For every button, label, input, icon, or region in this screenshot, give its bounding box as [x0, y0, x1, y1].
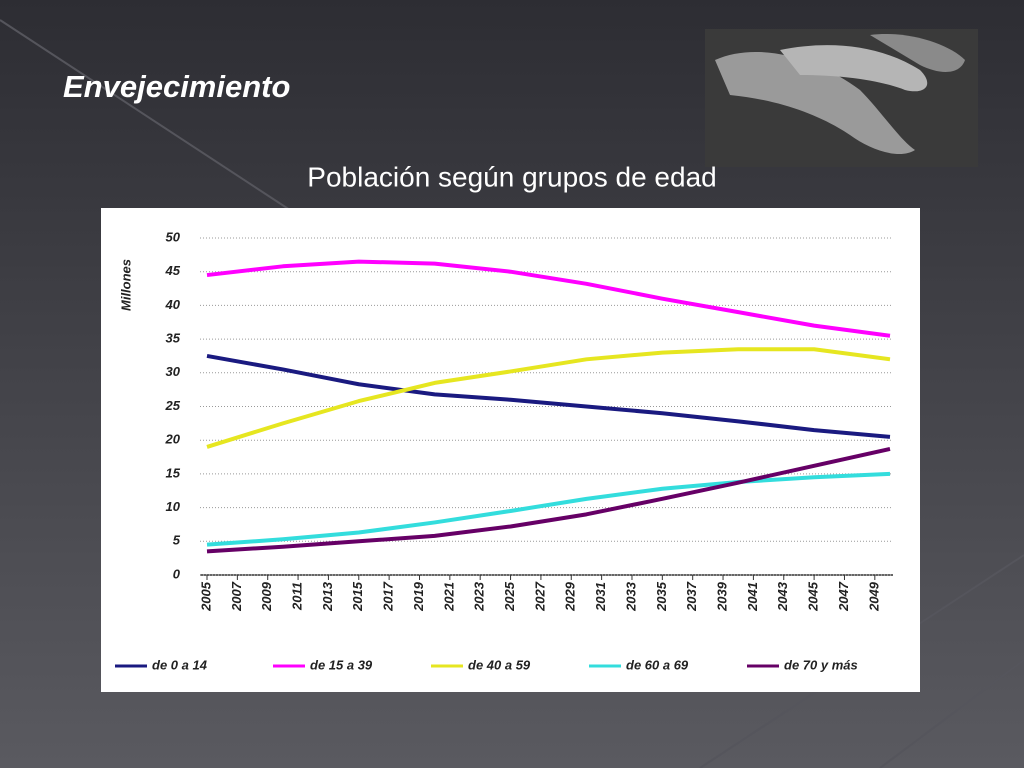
photo	[705, 29, 978, 167]
x-tick-label: 2009	[259, 581, 274, 612]
y-tick-label: 0	[173, 566, 181, 581]
x-tick-label: 2027	[532, 581, 547, 612]
slide-title: Envejecimiento	[63, 69, 290, 104]
x-tick-label: 2033	[623, 581, 638, 612]
y-tick-label: 50	[166, 229, 181, 244]
x-tick-label: 2025	[502, 581, 517, 612]
x-tick-label: 2029	[563, 581, 578, 612]
series-line	[206, 447, 891, 554]
chart-title: Población según grupos de edad	[307, 161, 716, 192]
x-tick-label: 2005	[198, 581, 213, 612]
x-tick-label: 2011	[290, 582, 305, 611]
x-tick-label: 2023	[472, 581, 487, 612]
y-tick-label: 35	[166, 331, 181, 346]
x-tick-label: 2049	[866, 581, 881, 612]
series-line	[206, 259, 891, 338]
y-tick-label: 45	[165, 263, 181, 278]
chart-area	[101, 208, 920, 692]
x-tick-label: 2043	[775, 581, 790, 612]
y-axis-label: Millones	[118, 259, 133, 311]
x-tick-label: 2047	[836, 581, 851, 612]
legend-label: de 40 a 59	[468, 657, 531, 672]
y-tick-label: 5	[173, 533, 181, 548]
legend-label: de 0 a 14	[152, 657, 208, 672]
x-tick-label: 2021	[441, 582, 456, 612]
x-tick-label: 2015	[350, 581, 365, 612]
x-tick-label: 2037	[684, 581, 699, 612]
y-tick-label: 10	[166, 499, 181, 514]
x-tick-label: 2017	[381, 581, 396, 612]
x-tick-label: 2007	[229, 581, 244, 612]
legend-label: de 70 y más	[784, 657, 858, 672]
x-tick-label: 2035	[654, 581, 669, 612]
y-tick-label: 40	[165, 297, 181, 312]
series-line	[206, 347, 891, 449]
series-line	[206, 353, 891, 439]
x-tick-label: 2031	[593, 582, 608, 612]
y-tick-label: 20	[165, 432, 181, 447]
series-line	[206, 471, 891, 547]
x-tick-label: 2039	[714, 581, 729, 612]
x-tick-label: 2045	[806, 581, 821, 612]
x-tick-label: 2041	[745, 582, 760, 612]
legend-label: de 60 a 69	[626, 657, 689, 672]
y-tick-label: 15	[166, 465, 181, 480]
x-tick-label: 2019	[411, 581, 426, 612]
y-tick-label: 30	[166, 364, 181, 379]
legend-label: de 15 a 39	[310, 657, 373, 672]
x-tick-label: 2013	[320, 581, 335, 612]
y-tick-label: 25	[165, 398, 181, 413]
